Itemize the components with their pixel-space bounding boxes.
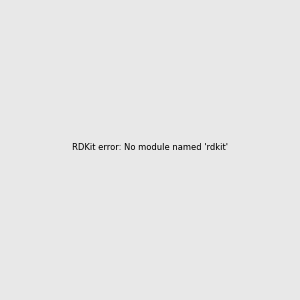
Text: RDKit error: No module named 'rdkit': RDKit error: No module named 'rdkit': [72, 143, 228, 152]
